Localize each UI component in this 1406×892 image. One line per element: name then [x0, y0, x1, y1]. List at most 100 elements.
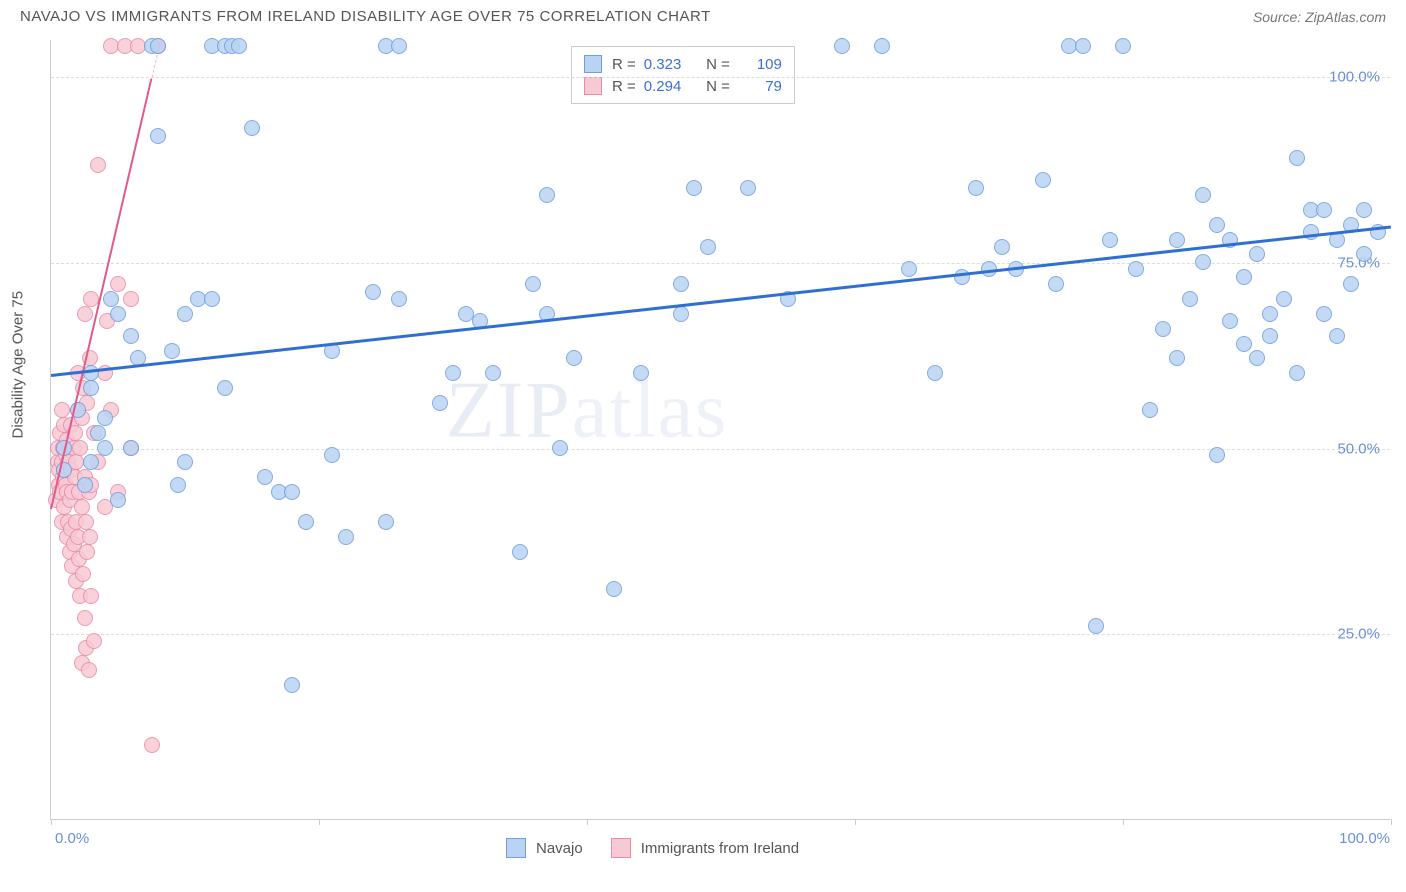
legend-swatch	[506, 838, 526, 858]
legend-row: R = 0.294 N = 79	[584, 75, 782, 97]
data-point	[244, 120, 260, 136]
x-tick-label: 0.0%	[55, 830, 89, 847]
data-point	[77, 610, 93, 626]
data-point	[378, 514, 394, 530]
legend-r-value: 0.323	[644, 56, 688, 73]
data-point	[485, 365, 501, 381]
data-point	[606, 581, 622, 597]
data-point	[552, 440, 568, 456]
data-point	[1249, 350, 1265, 366]
data-point	[97, 440, 113, 456]
data-point	[700, 239, 716, 255]
data-point	[177, 306, 193, 322]
data-point	[954, 269, 970, 285]
data-point	[231, 38, 247, 54]
data-point	[170, 477, 186, 493]
gridline	[51, 263, 1390, 264]
series-legend: NavajoImmigrants from Ireland	[506, 838, 817, 858]
data-point	[1195, 254, 1211, 270]
x-tick	[1391, 819, 1392, 825]
data-point	[391, 38, 407, 54]
legend-swatch	[611, 838, 631, 858]
data-point	[1222, 313, 1238, 329]
data-point	[1316, 202, 1332, 218]
data-point	[633, 365, 649, 381]
data-point	[740, 180, 756, 196]
legend-label: Immigrants from Ireland	[641, 840, 799, 857]
data-point	[1249, 246, 1265, 262]
legend-n-value: 109	[738, 56, 782, 73]
data-point	[365, 284, 381, 300]
y-tick-label: 100.0%	[1329, 69, 1380, 86]
data-point	[1343, 276, 1359, 292]
data-point	[177, 454, 193, 470]
scatter-chart: ZIPatlas R =0.323 N =109R =0.294 N =79 2…	[50, 40, 1390, 820]
data-point	[1329, 328, 1345, 344]
gridline	[51, 634, 1390, 635]
data-point	[90, 157, 106, 173]
legend-row: R = 0.323 N = 109	[584, 53, 782, 75]
legend-n-value: 79	[738, 78, 782, 95]
data-point	[1262, 306, 1278, 322]
data-point	[217, 380, 233, 396]
data-point	[83, 588, 99, 604]
data-point	[1102, 232, 1118, 248]
data-point	[338, 529, 354, 545]
data-point	[1195, 187, 1211, 203]
y-tick-label: 50.0%	[1337, 440, 1380, 457]
data-point	[1316, 306, 1332, 322]
data-point	[1075, 38, 1091, 54]
data-point	[75, 566, 91, 582]
data-point	[81, 662, 97, 678]
legend-swatch	[584, 77, 602, 95]
data-point	[54, 402, 70, 418]
data-point	[97, 410, 113, 426]
legend-n-label: N =	[698, 78, 730, 95]
data-point	[1356, 202, 1372, 218]
legend-n-label: N =	[698, 56, 730, 73]
data-point	[83, 454, 99, 470]
data-point	[539, 187, 555, 203]
legend-r-label: R =	[612, 56, 636, 73]
data-point	[1236, 336, 1252, 352]
data-point	[77, 306, 93, 322]
x-tick-label: 100.0%	[1339, 830, 1390, 847]
data-point	[284, 677, 300, 693]
data-point	[1236, 269, 1252, 285]
data-point	[1142, 402, 1158, 418]
legend-r-label: R =	[612, 78, 636, 95]
data-point	[83, 380, 99, 396]
x-tick	[319, 819, 320, 825]
data-point	[1209, 447, 1225, 463]
x-tick	[1123, 819, 1124, 825]
data-point	[1289, 365, 1305, 381]
y-axis-label: Disability Age Over 75	[10, 291, 27, 439]
data-point	[673, 306, 689, 322]
chart-title: NAVAJO VS IMMIGRANTS FROM IRELAND DISABI…	[20, 8, 711, 25]
legend-swatch	[584, 55, 602, 73]
data-point	[1048, 276, 1064, 292]
data-point	[284, 484, 300, 500]
data-point	[1289, 150, 1305, 166]
data-point	[110, 492, 126, 508]
data-point	[512, 544, 528, 560]
data-point	[204, 291, 220, 307]
data-point	[874, 38, 890, 54]
data-point	[257, 469, 273, 485]
data-point	[298, 514, 314, 530]
data-point	[1088, 618, 1104, 634]
data-point	[1182, 291, 1198, 307]
data-point	[144, 737, 160, 753]
data-point	[1356, 246, 1372, 262]
data-point	[110, 306, 126, 322]
data-point	[90, 425, 106, 441]
data-point	[1169, 232, 1185, 248]
data-point	[86, 633, 102, 649]
data-point	[324, 447, 340, 463]
data-point	[123, 291, 139, 307]
data-point	[901, 261, 917, 277]
data-point	[1169, 350, 1185, 366]
data-point	[123, 440, 139, 456]
legend-r-value: 0.294	[644, 78, 688, 95]
data-point	[78, 514, 94, 530]
